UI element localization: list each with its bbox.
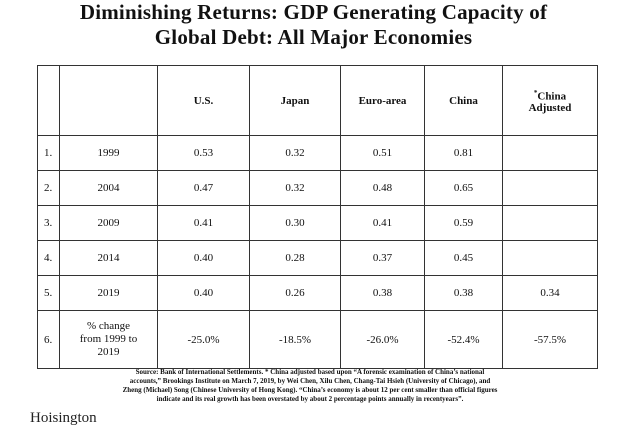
change-label-line2: from 1999 to	[79, 333, 138, 345]
change-label-line1: % change	[86, 320, 131, 332]
table-row: 3. 2009 0.41 0.30 0.41 0.59	[37, 205, 598, 241]
cell-china: 0.65	[424, 170, 503, 206]
header-china-adjusted: *China Adjusted	[502, 65, 598, 136]
header-year-cell	[59, 65, 158, 136]
hoisington-logo: Hoisington	[30, 410, 97, 426]
cell-china: 0.81	[424, 135, 503, 171]
title-line-1: Diminishing Returns: GDP Generating Capa…	[79, 0, 548, 24]
header-row: U.S. Japan Euro-area China *China Adjust…	[37, 65, 598, 136]
change-us: -25.0%	[157, 310, 250, 369]
change-label-line3: 2019	[97, 346, 120, 358]
table-row: 1. 1999 0.53 0.32 0.51 0.81	[37, 135, 598, 171]
row-number: 6.	[37, 310, 60, 369]
cell-us: 0.40	[157, 275, 250, 311]
cell-euro-area: 0.48	[340, 170, 425, 206]
change-china: -52.4%	[424, 310, 503, 369]
change-row: 6. % change from 1999 to 2019 -25.0% -18…	[37, 310, 598, 369]
source-note: Source: Bank of International Settlement…	[70, 368, 550, 404]
table-row: 4. 2014 0.40 0.28 0.37 0.45	[37, 240, 598, 276]
row-number: 1.	[37, 135, 60, 171]
source-line-3: Zheng (Michael) Song (Chinese University…	[122, 386, 498, 394]
cell-china-adjusted: 0.34	[502, 275, 598, 311]
title-line-2: Global Debt: All Major Economies	[154, 25, 473, 49]
cell-euro-area: 0.51	[340, 135, 425, 171]
cell-china: 0.38	[424, 275, 503, 311]
header-china: China	[424, 65, 503, 136]
table-row: 2. 2004 0.47 0.32 0.48 0.65	[37, 170, 598, 206]
asterisk-mark: *	[533, 88, 538, 97]
row-year: 2009	[59, 205, 158, 241]
cell-japan: 0.26	[249, 275, 341, 311]
cell-us: 0.40	[157, 240, 250, 276]
cell-china-adjusted	[502, 170, 598, 206]
cell-us: 0.47	[157, 170, 250, 206]
cell-euro-area: 0.41	[340, 205, 425, 241]
header-us: U.S.	[157, 65, 250, 136]
cell-china: 0.59	[424, 205, 503, 241]
cell-japan: 0.32	[249, 170, 341, 206]
row-year: 2019	[59, 275, 158, 311]
cell-us: 0.53	[157, 135, 250, 171]
row-number: 3.	[37, 205, 60, 241]
source-line-1: Source: Bank of International Settlement…	[135, 368, 485, 376]
table-row: 5. 2019 0.40 0.26 0.38 0.38 0.34	[37, 275, 598, 311]
change-label: % change from 1999 to 2019	[59, 310, 158, 369]
row-number: 4.	[37, 240, 60, 276]
row-year: 2004	[59, 170, 158, 206]
source-line-4: indicate and its real growth has been ov…	[156, 395, 464, 403]
row-number: 5.	[37, 275, 60, 311]
cell-japan: 0.30	[249, 205, 341, 241]
cell-china: 0.45	[424, 240, 503, 276]
header-china-adjusted-line2: Adjusted	[528, 102, 572, 115]
header-china-adjusted-line1: China	[537, 90, 567, 103]
row-year: 2014	[59, 240, 158, 276]
debt-capacity-table: U.S. Japan Euro-area China *China Adjust…	[37, 65, 598, 369]
change-euro-area: -26.0%	[340, 310, 425, 369]
row-number: 2.	[37, 170, 60, 206]
row-year: 1999	[59, 135, 158, 171]
cell-us: 0.41	[157, 205, 250, 241]
header-num-cell	[37, 65, 60, 136]
change-china-adjusted: -57.5%	[502, 310, 598, 369]
cell-japan: 0.28	[249, 240, 341, 276]
cell-china-adjusted	[502, 135, 598, 171]
header-euro-area: Euro-area	[340, 65, 425, 136]
change-japan: -18.5%	[249, 310, 341, 369]
cell-euro-area: 0.37	[340, 240, 425, 276]
cell-china-adjusted	[502, 240, 598, 276]
page-title: Diminishing Returns: GDP Generating Capa…	[0, 0, 627, 50]
cell-euro-area: 0.38	[340, 275, 425, 311]
header-japan: Japan	[249, 65, 341, 136]
cell-japan: 0.32	[249, 135, 341, 171]
cell-china-adjusted	[502, 205, 598, 241]
source-line-2: accounts,” Brookings Institute on March …	[129, 377, 491, 385]
